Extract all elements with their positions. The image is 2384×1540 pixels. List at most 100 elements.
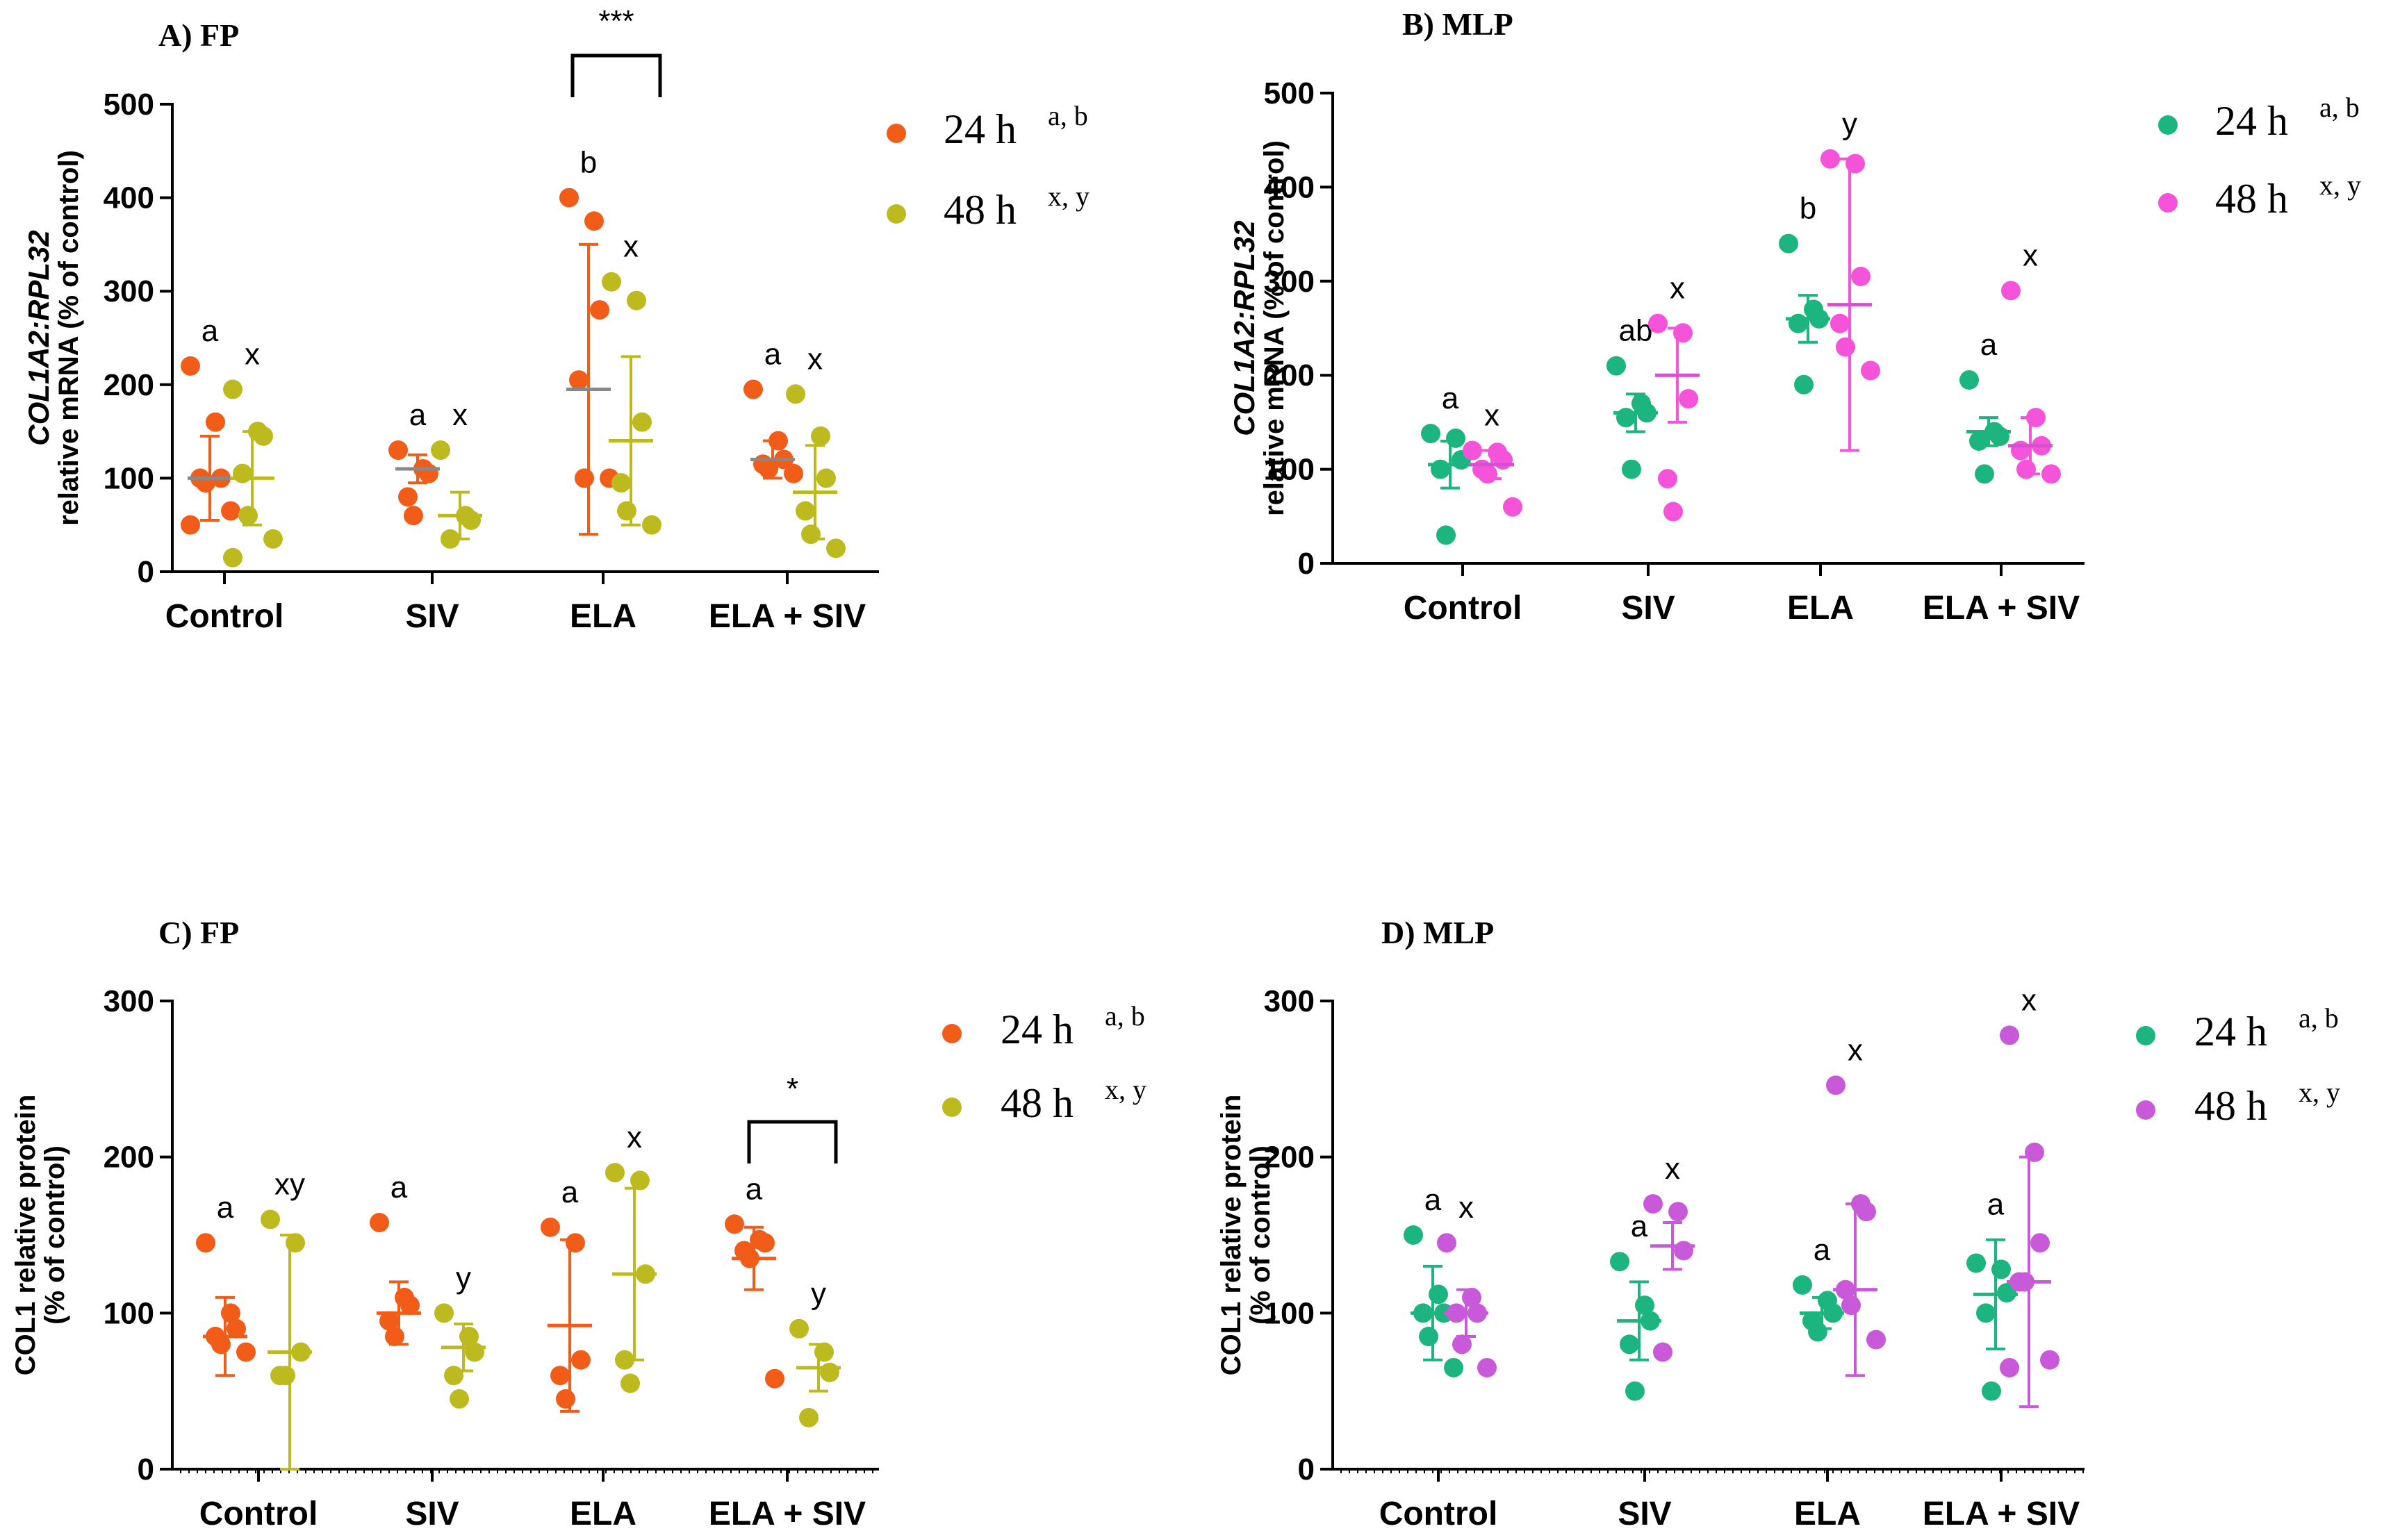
panel4-data-point [1620,1334,1639,1355]
panel1-data-point [388,440,408,461]
panel1-data-point [233,463,252,483]
panel3-data-point [630,1170,650,1191]
panel3-data-point [620,1373,640,1393]
panel1-y-tick-label: 200 [104,368,154,402]
panel3-data-point [605,1163,625,1183]
panel4-group-letter: x [1458,1191,1474,1225]
panel3-y-tick-label: 100 [104,1296,154,1330]
panel3-data-point [814,1342,834,1362]
panel4-x-tick-label: ELA [1794,1496,1861,1532]
panel2-data-point [1861,361,1880,381]
panel3-y-label: COL1 relative protein [10,1095,41,1376]
panel4-data-point [2030,1233,2050,1253]
panel2-group-letter: y [1842,107,1857,141]
panel1-data-point [431,440,450,461]
panel2-data-point [2001,281,2021,301]
panel3-data-point [370,1213,389,1233]
panel3-data-point [465,1342,484,1362]
panel1-data-point [617,501,636,521]
panel1-data-point [238,506,258,526]
panel2-group-letter: x [2023,238,2038,272]
panel2-data-point [1969,431,1989,451]
panel3-x-tick-label: ELA + SIV [709,1496,866,1532]
panel4-group-letter: a [1814,1233,1831,1267]
panel4-data-point [1866,1330,1886,1350]
panel3-data-point [286,1233,305,1253]
panel4-data-point [1966,1253,1986,1273]
panel3-data-point [236,1342,256,1362]
panel3-data-point [434,1303,454,1323]
panel1-data-point [404,506,423,526]
panel4-data-point [1841,1295,1861,1316]
panel3-y-tick-label: 300 [104,984,154,1018]
panel2-data-point [1789,313,1808,333]
panel4-y-label: COL1 relative protein [1216,1095,1247,1376]
panel3-x-tick-label: Control [199,1496,318,1532]
panel1-legend-label: 48 h [944,187,1017,233]
panel4-y-tick-label: 300 [1264,984,1315,1018]
panel2-data-point [1959,370,1979,390]
panel2-x-tick-label: ELA [1787,590,1854,627]
panel1-data-point [602,272,621,292]
panel2-x-tick-label: Control [1404,590,1522,627]
panel4-data-point [1429,1284,1448,1305]
panel1-y-tick-label: 300 [104,274,154,308]
panel3-data-point [755,1233,775,1253]
panel1-data-point [584,211,604,231]
panel2-data-point [1648,313,1668,333]
panel2-data-point [1493,450,1513,470]
panel2-data-point [1990,427,2009,447]
panel2-data-point [1779,233,1798,254]
panel4-group-letter: x [2021,983,2037,1017]
panel4-data-point [1793,1275,1812,1295]
panel2-data-point [1851,267,1871,287]
panel4-legend-label: 48 h [2194,1083,2267,1129]
panel4-legend-marker [2136,1100,2155,1120]
panel3-group-letter: y [456,1261,471,1295]
panel4-title: D) MLP [1381,915,1494,950]
panel1-y-tick-label: 100 [104,461,154,495]
panel1-data-point [223,379,242,399]
panel2-data-point [1663,502,1683,522]
panel2-legend-superscript: a, b [2319,92,2360,123]
panel2-data-point [1463,440,1482,461]
panel1-data-point [590,300,609,320]
panel3-data-point [799,1407,819,1427]
panel1-data-point [461,510,481,530]
panel3-data-point [276,1366,295,1386]
panel3-data-point [615,1350,634,1370]
panel1-data-point [206,412,225,432]
panel1-group-letter: x [807,342,823,376]
panel3-group-letter: a [217,1191,234,1225]
panel4-data-point [1674,1241,1693,1261]
panel4-legend-superscript: x, y [2299,1077,2340,1108]
panel1-y-tick-label: 400 [104,181,154,215]
panel4-data-point [2000,1357,2019,1377]
panel3-legend-marker [942,1098,962,1117]
panel1-group-letter: x [452,398,468,432]
panel3-significance-bracket [747,1120,838,1164]
panel2-title: B) MLP [1402,6,1513,42]
panel4-group-letter: a [1631,1209,1648,1243]
panel2-data-point [2011,440,2030,461]
panel1-y-label: relative mRNA (% of control) [54,150,84,526]
panel4-y-tick-label: 200 [1264,1141,1315,1175]
panel2-y-tick-label: 400 [1264,170,1315,204]
panel3-data-point [725,1214,744,1234]
panel3-data-point [820,1362,839,1382]
panel3-title: C) FP [158,915,239,950]
panel1-legend-marker [887,204,906,224]
panel3-data-point [196,1233,215,1253]
panel4-data-point [1668,1202,1688,1222]
panel1-data-point [801,524,821,545]
panel4-data-point [1653,1342,1672,1362]
panel1-data-point [743,379,763,399]
panel1-data-point [441,529,460,549]
panel2-x-tick-label: SIV [1621,590,1675,627]
panel1-y-label-gene: COL1A2:RPL32 [22,230,55,445]
panel4-data-point [2025,1142,2044,1162]
panel3-legend-superscript: a, b [1105,1000,1145,1032]
panel1-y-tick-label: 0 [138,555,154,589]
panel1-x-tick-label: ELA + SIV [709,598,866,635]
panel2-legend-label: 48 h [2215,176,2288,222]
